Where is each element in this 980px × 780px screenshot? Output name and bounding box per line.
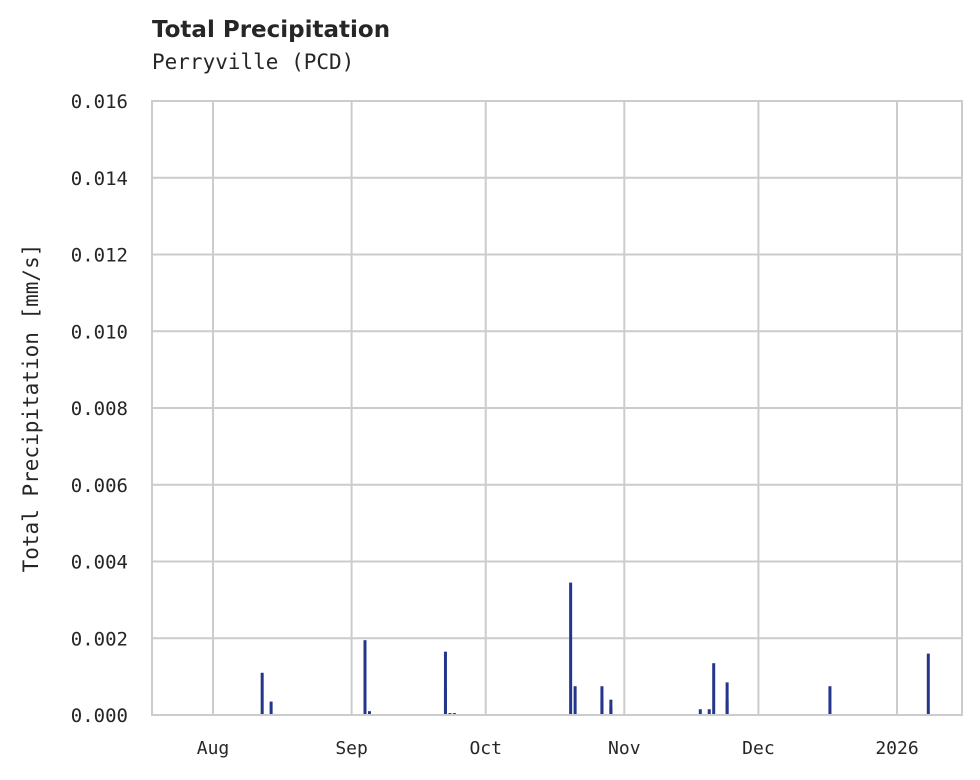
precip-bar	[600, 699, 604, 715]
precip-bar	[609, 707, 613, 715]
gridlines	[152, 100, 962, 716]
y-tick-label: 0.008	[71, 398, 128, 420]
chart-subtitle: Perryville (PCD)	[152, 50, 355, 74]
y-tick-label: 0.002	[71, 628, 128, 650]
precip-bar	[926, 653, 930, 715]
precip-bar	[573, 686, 577, 715]
chart-title: Total Precipitation	[152, 17, 391, 43]
x-tick-label: Nov	[608, 738, 641, 759]
y-tick-label: 0.000	[71, 705, 128, 727]
y-tick-label: 0.016	[71, 91, 128, 113]
precip-bar	[707, 709, 711, 715]
precip-bar	[269, 701, 273, 715]
y-tick-label: 0.010	[71, 321, 128, 343]
precip-bar	[443, 651, 447, 715]
precip-bar	[725, 699, 729, 715]
x-tick-label: Oct	[469, 738, 502, 759]
precip-bar	[260, 672, 264, 715]
precip-bar	[828, 686, 832, 715]
y-tick-label: 0.012	[71, 245, 128, 267]
x-axis-ticks: Aug Sep Oct Nov Dec 2026	[197, 738, 919, 759]
x-tick-label: Dec	[742, 738, 775, 759]
precip-bar	[363, 640, 367, 715]
precip-bar	[367, 711, 371, 715]
data-series	[260, 582, 930, 715]
precip-bar	[443, 688, 447, 715]
x-tick-label: Aug	[197, 738, 230, 759]
y-tick-label: 0.006	[71, 475, 128, 497]
x-tick-label: 2026	[875, 738, 918, 759]
precip-bar	[725, 682, 729, 715]
y-tick-label: 0.014	[71, 168, 128, 190]
precip-bar	[698, 709, 702, 715]
y-tick-label: 0.004	[71, 552, 128, 574]
axes-frame	[151, 100, 963, 716]
precip-bar	[569, 582, 573, 715]
x-tick-label: Sep	[335, 738, 368, 759]
precip-bar	[712, 663, 716, 715]
y-axis-ticks: 0.000 0.002 0.004 0.006 0.008 0.010 0.012 0.014…	[71, 91, 128, 727]
